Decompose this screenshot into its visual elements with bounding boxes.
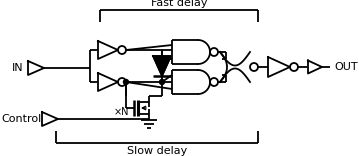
Text: Control: Control: [2, 114, 42, 124]
Polygon shape: [308, 61, 322, 73]
Text: Slow delay: Slow delay: [127, 146, 187, 156]
Text: IN: IN: [12, 63, 24, 73]
Polygon shape: [153, 56, 171, 76]
Polygon shape: [42, 112, 58, 126]
Text: Fast delay: Fast delay: [151, 0, 207, 8]
Polygon shape: [98, 41, 118, 59]
Polygon shape: [98, 73, 118, 91]
Circle shape: [159, 80, 164, 85]
Polygon shape: [28, 61, 44, 75]
Polygon shape: [268, 57, 290, 77]
Text: ×N: ×N: [113, 107, 129, 117]
Text: OUT: OUT: [334, 62, 358, 72]
Circle shape: [123, 80, 129, 85]
